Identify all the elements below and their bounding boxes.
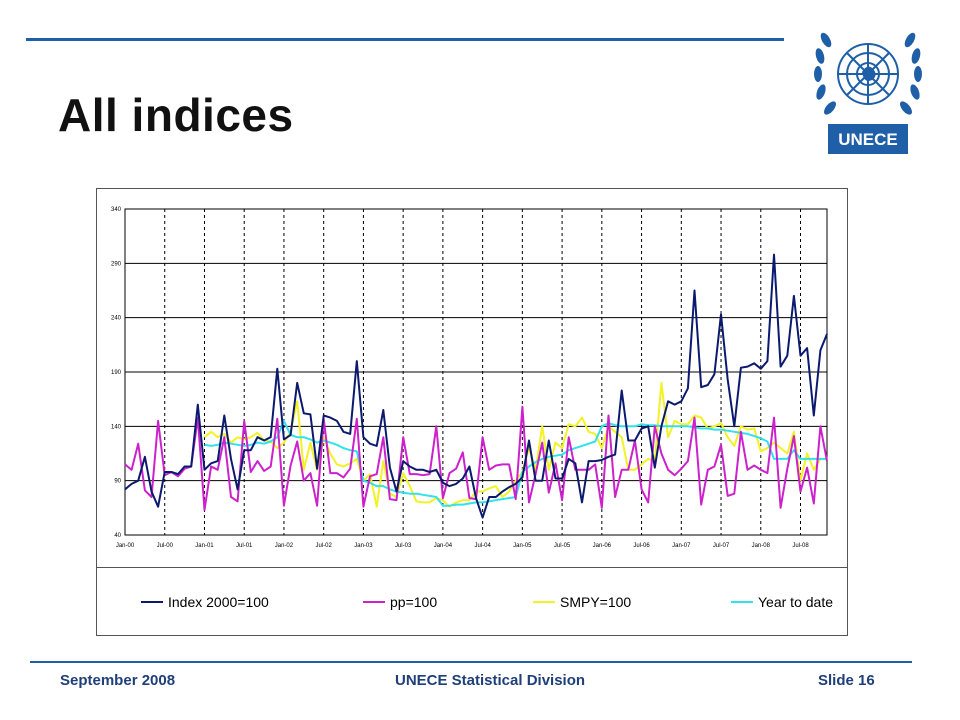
- y-tick-label: 240: [111, 316, 122, 322]
- y-tick-label: 190: [111, 370, 122, 376]
- un-emblem-icon: UNECE: [814, 32, 922, 154]
- x-tick-label: Jan-07: [672, 543, 691, 549]
- legend-swatch-ytd: [731, 601, 753, 603]
- footer-date: September 2008: [60, 672, 176, 689]
- slide-title: All indices: [58, 89, 294, 141]
- x-tick-label: Jul-03: [395, 543, 412, 549]
- footer-slide-number: Slide 16: [818, 672, 875, 689]
- legend-item-index: Index 2000=100: [141, 594, 269, 610]
- legend-item-ytd: Year to date: [731, 594, 833, 610]
- x-tick-label: Jan-05: [513, 543, 532, 549]
- y-tick-label: 140: [111, 424, 122, 430]
- chart-frame: 40 90 140 190 240 290 340 Jan-00 Jul-00 Jan-01 Jul…: [96, 188, 848, 636]
- x-tick-label: Jan-08: [752, 543, 771, 549]
- top-rule: [26, 38, 784, 41]
- x-tick-label: Jul-00: [157, 543, 174, 549]
- x-tick-label: Jan-02: [275, 543, 294, 549]
- series-line-smpy: [203, 381, 827, 508]
- x-tick-label: Jul-07: [713, 543, 730, 549]
- x-tick-label: Jan-03: [354, 543, 373, 549]
- x-tick-label: Jul-01: [236, 543, 253, 549]
- y-tick-label: 340: [111, 207, 122, 213]
- legend-label-ytd: Year to date: [758, 594, 833, 610]
- x-tick-label: Jul-04: [474, 543, 491, 549]
- bottom-rule: [30, 661, 912, 663]
- y-tick-label: 90: [114, 479, 121, 485]
- y-tick-label: 290: [111, 261, 122, 267]
- x-tick-label: Jul-06: [633, 543, 650, 549]
- x-tick-label: Jul-05: [554, 543, 571, 549]
- legend-label-index: Index 2000=100: [168, 594, 269, 610]
- footer-division: UNECE Statistical Division: [395, 672, 586, 689]
- x-tick-label: Jan-01: [195, 543, 214, 549]
- legend-swatch-smpy: [533, 601, 555, 603]
- legend-swatch-index: [141, 601, 163, 603]
- x-tick-label: Jul-02: [316, 543, 333, 549]
- logo-label: UNECE: [838, 130, 898, 149]
- x-tick-label: Jan-04: [434, 543, 453, 549]
- x-tick-label: Jan-00: [116, 543, 135, 549]
- legend-item-smpy: SMPY=100: [533, 594, 631, 610]
- legend-label-smpy: SMPY=100: [560, 594, 632, 610]
- chart-legend: Index 2000=100 pp=100 SMPY=100 Year to d…: [97, 567, 847, 634]
- x-tick-label: Jan-06: [593, 543, 612, 549]
- legend-item-pp: pp=100: [363, 594, 437, 610]
- y-tick-label: 40: [114, 533, 121, 539]
- legend-swatch-pp: [363, 601, 385, 603]
- line-chart: 40 90 140 190 240 290 340 Jan-00 Jul-00 Jan-01 Jul…: [111, 207, 828, 549]
- series-line-index: [124, 253, 828, 519]
- legend-label-pp: pp=100: [390, 594, 438, 610]
- x-tick-label: Jul-08: [792, 543, 809, 549]
